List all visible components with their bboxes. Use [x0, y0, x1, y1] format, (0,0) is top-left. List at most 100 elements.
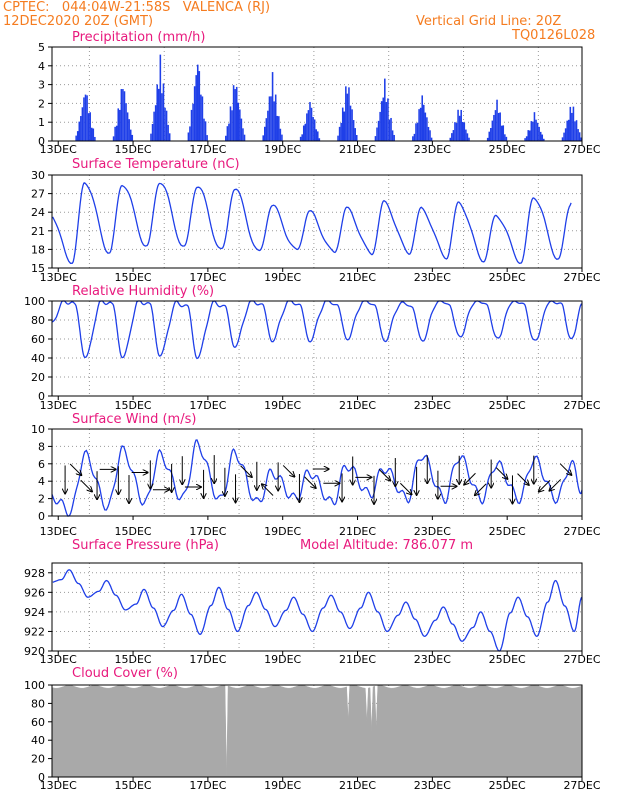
header-station: CPTEC: 044:04W-21:58S VALENCA (RJ): [3, 0, 271, 15]
precip-bar: [119, 109, 121, 141]
precip-bar: [165, 110, 168, 141]
y-tick-label: 30: [31, 169, 45, 182]
precip-bar: [234, 89, 236, 141]
x-tick-label: 21DEC: [339, 271, 376, 284]
panel-subtitle-4: Model Altitude: 786.077 m: [300, 538, 473, 553]
precip-bar: [490, 128, 492, 141]
x-tick-label: 25DEC: [489, 271, 526, 284]
precip-bar: [265, 118, 268, 141]
precip-bar: [228, 123, 230, 141]
panel-title-4: Surface Pressure (hPa): [72, 538, 219, 553]
x-tick-label: 13DEC: [40, 779, 77, 792]
x-tick-label: 25DEC: [489, 779, 526, 792]
x-tick-label: 27DEC: [563, 143, 600, 156]
x-tick-label: 15DEC: [115, 399, 152, 412]
x-tick-label: 17DEC: [189, 525, 226, 538]
precip-bar: [190, 109, 193, 141]
precip-bar: [317, 131, 319, 141]
panel-bg-2: [52, 301, 582, 396]
precip-bar: [423, 104, 425, 141]
y-tick-label: 0: [38, 390, 45, 403]
panel-title-0: Precipitation (mm/h): [72, 30, 205, 45]
precip-bar: [566, 120, 568, 141]
precip-bar: [162, 83, 165, 141]
precip-bar: [267, 110, 269, 141]
precip-bar: [380, 101, 383, 141]
precip-bar: [240, 118, 243, 141]
y-tick-label: 20: [31, 371, 45, 384]
x-tick-label: 19DEC: [264, 271, 301, 284]
precip-bar: [94, 136, 96, 141]
precip-bar: [239, 109, 241, 141]
precip-bar: [349, 105, 352, 141]
precip-bar: [416, 122, 419, 141]
panel-bg-3: [52, 429, 582, 516]
wind-arrow: [240, 465, 252, 477]
precip-bar: [532, 121, 534, 141]
precip-bar: [574, 121, 576, 141]
precip-bar: [243, 134, 246, 141]
panel-frame-5: [51, 684, 583, 778]
precip-bar: [486, 137, 489, 141]
y-tick-label: 21: [31, 225, 45, 238]
wind-arrow: [464, 472, 476, 484]
panel-frame-2: [51, 300, 583, 397]
header-code: TQ0126L028: [512, 28, 596, 43]
precip-bar: [493, 114, 495, 141]
x-tick-label: 17DEC: [189, 779, 226, 792]
precip-bar: [345, 86, 347, 141]
precip-bar: [262, 135, 264, 141]
x-tick-label: 19DEC: [264, 525, 301, 538]
precip-bar: [235, 86, 238, 141]
precip-bar: [391, 130, 394, 141]
precip-bar: [494, 110, 497, 141]
precip-bar: [541, 134, 544, 141]
precip-bar: [460, 109, 462, 141]
precip-bar: [313, 119, 316, 141]
precip-bar: [122, 89, 124, 141]
precip-bar: [502, 125, 505, 141]
precip-bar: [572, 106, 575, 141]
precip-bar: [75, 135, 77, 141]
panel-frame-3: [51, 428, 583, 517]
wind-speed-line: [51, 439, 583, 517]
precip-bar: [564, 128, 567, 141]
precip-bar: [279, 128, 282, 141]
precip-bar: [499, 112, 501, 141]
precip-bar: [351, 109, 353, 141]
precip-bar: [310, 107, 313, 141]
x-tick-label: 15DEC: [115, 271, 152, 284]
precip-bar: [340, 122, 342, 141]
x-tick-label: 13DEC: [40, 525, 77, 538]
panel-frame-4: [51, 562, 583, 652]
precip-bar: [153, 111, 155, 141]
wind-arrow: [262, 484, 274, 496]
precip-bar: [203, 118, 205, 141]
x-tick-label: 25DEC: [489, 525, 526, 538]
precip-bar: [268, 96, 271, 141]
y-tick-label: 15: [31, 262, 45, 275]
precip-bar: [463, 122, 466, 141]
y-tick-label: 920: [24, 645, 45, 658]
precip-bar: [413, 133, 416, 141]
precip-bar: [578, 132, 581, 141]
precip-bar: [390, 117, 392, 141]
precip-bar: [78, 121, 81, 141]
x-tick-label: 17DEC: [189, 271, 226, 284]
precip-bar: [561, 137, 564, 141]
precip-bar: [529, 130, 531, 141]
precip-bar: [355, 135, 358, 141]
precip-bar: [505, 136, 508, 141]
precip-bar: [229, 106, 232, 141]
precip-bar: [307, 110, 310, 141]
precip-bar: [80, 116, 82, 141]
precip-bar: [455, 122, 458, 141]
precip-bar: [533, 112, 536, 141]
x-tick-label: 27DEC: [563, 779, 600, 792]
precip-bar: [346, 93, 349, 141]
precip-bar: [281, 134, 283, 141]
precip-bar: [225, 135, 227, 141]
precip-bar: [192, 103, 194, 141]
x-tick-label: 21DEC: [339, 399, 376, 412]
precip-bar: [536, 122, 539, 141]
